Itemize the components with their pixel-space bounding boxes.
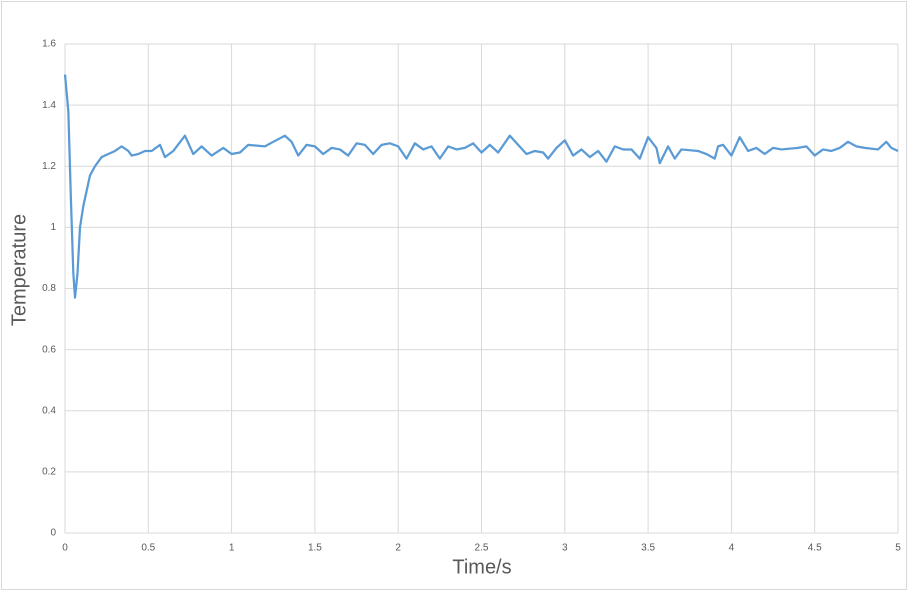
x-tick-label: 4	[729, 543, 735, 554]
x-tick-label: 2	[395, 543, 401, 554]
x-tick-label: 1	[229, 543, 235, 554]
x-axis-label: Time/s	[452, 556, 511, 578]
y-tick-label: 1.4	[42, 100, 56, 111]
y-axis-label: Temperature	[8, 214, 30, 326]
x-tick-label: 3	[562, 543, 568, 554]
x-tick-label: 4.5	[808, 543, 822, 554]
y-tick-label: 1.2	[42, 161, 56, 172]
y-tick-label: 0.4	[42, 405, 56, 416]
x-tick-label: 2.5	[475, 543, 489, 554]
x-tick-label: 1.5	[308, 543, 322, 554]
x-tick-label: 0.5	[141, 543, 155, 554]
y-tick-label: 1.6	[42, 39, 56, 50]
y-tick-label: 1	[50, 222, 56, 233]
y-tick-label: 0.6	[42, 344, 56, 355]
x-tick-label: 5	[895, 543, 901, 554]
y-tick-label: 0.8	[42, 283, 56, 294]
y-tick-label: 0	[50, 528, 56, 539]
data-line	[63, 74, 899, 299]
y-tick-label: 0.2	[42, 467, 56, 478]
x-tick-label: 3.5	[641, 543, 655, 554]
x-tick-label: 0	[62, 543, 68, 554]
